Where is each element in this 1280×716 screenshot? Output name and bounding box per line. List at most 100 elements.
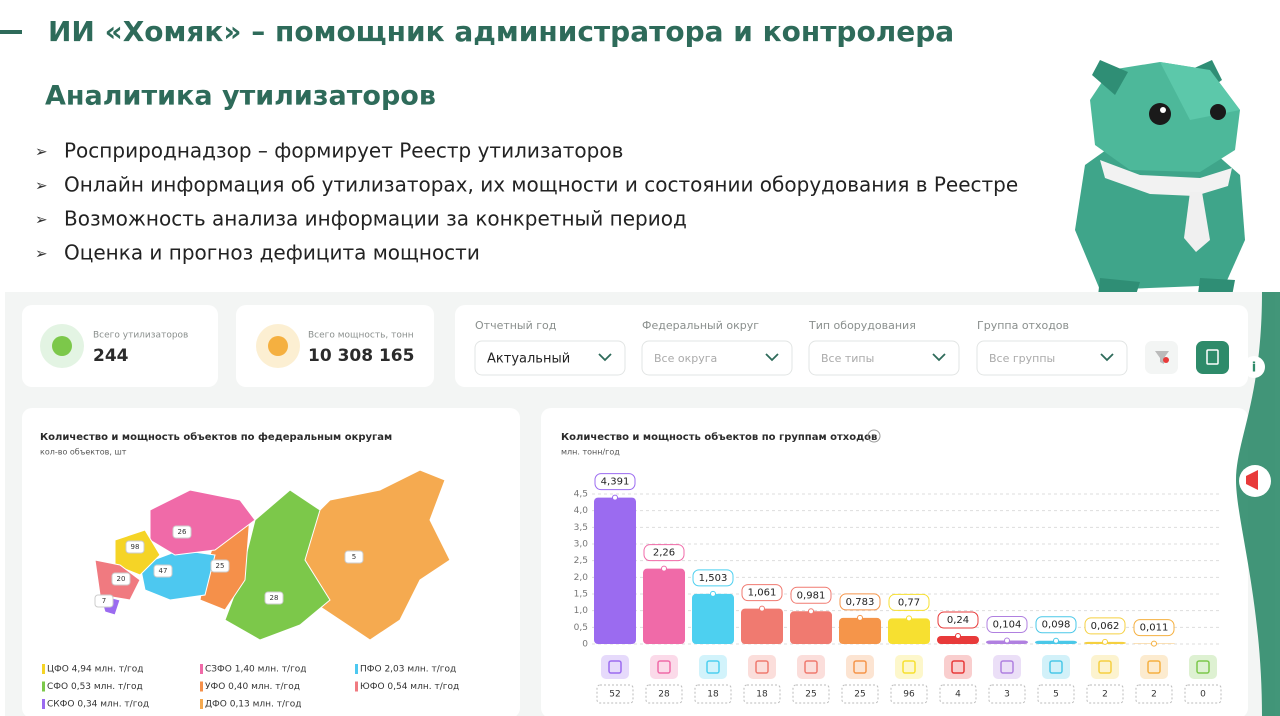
count-label: 5 [1053,690,1059,700]
count-label: 2 [1102,690,1108,700]
legend-swatch [42,664,45,674]
count-label: 28 [658,690,670,700]
filter-dropdown[interactable] [474,340,626,376]
filter-label: Тип оборудования [808,319,916,332]
value-label: 4,391 [601,477,630,488]
legend-text: СФО 0,53 млн. т/год [47,682,143,692]
value-badge [741,584,783,602]
category-glyph [1147,660,1161,674]
count-box [1135,684,1173,704]
count-box [841,684,879,704]
bullet-text: Оценка и прогноз дефицита мощности [64,241,480,265]
legend-text: ПФО 2,03 млн. т/год [360,665,456,675]
category-icon[interactable] [846,655,874,679]
legend-swatch [200,699,203,709]
bullet-text: Онлайн информация об утилизаторах, их мо… [64,173,1018,197]
slide-subtitle: Аналитика утилизаторов [45,81,436,112]
value-badge [1035,616,1077,634]
legend-swatch [42,681,45,692]
map-region[interactable] [224,489,331,641]
value-label: 0,098 [1042,620,1071,631]
count-box [596,684,634,704]
category-icon[interactable] [895,655,923,679]
region-badge [153,564,173,578]
category-icon[interactable] [1091,655,1119,679]
category-icon[interactable] [601,655,629,679]
count-label: 25 [854,690,865,700]
bullet-marker: ➢ [35,177,48,195]
count-label: 2 [1151,690,1157,700]
bar-dot [955,633,961,639]
slide-title: ИИ «Хомяк» – помощник администратора и к… [48,15,954,48]
bar [594,497,636,644]
category-icon[interactable] [748,655,776,679]
count-box [743,684,781,704]
region-count: 5 [352,553,356,561]
value-badge [1133,619,1175,637]
bar-dot [1151,640,1157,647]
category-icon[interactable] [699,655,727,679]
legend-swatch [42,699,45,709]
count-box [890,684,928,704]
bullet-marker: ➢ [35,211,48,229]
category-glyph [755,660,769,674]
map-region[interactable] [149,489,256,556]
map-subtitle: кол-во объектов, шт [40,448,127,457]
category-icon[interactable] [944,655,972,679]
filter-dropdown[interactable] [808,340,960,376]
info-icon[interactable] [867,429,881,443]
bullet-marker: ➢ [35,143,48,161]
filter-label: Группа отходов [977,319,1069,332]
category-icon[interactable] [993,655,1021,679]
region-badge [94,594,114,608]
y-tick-label: 4,5 [574,490,588,500]
bar [790,611,832,644]
value-badge [790,586,832,604]
region-badge [111,572,131,586]
filter-dropdown[interactable] [976,340,1128,376]
filter-icon [1163,357,1169,363]
category-icon[interactable] [650,655,678,679]
side-tab [1236,292,1280,716]
category-glyph [657,660,671,674]
category-icon[interactable] [1042,655,1070,679]
legend-swatch [355,664,358,674]
dropdown-chevron [598,353,612,362]
count-label: 0 [1200,690,1206,700]
category-glyph [902,660,916,674]
value-badge [643,544,685,562]
count-box [694,684,732,704]
count-box [939,684,977,704]
count-label: 25 [805,690,816,700]
bar-dot [612,494,618,501]
legend-text: ЦФО 4,94 млн. т/год [47,665,143,675]
value-badge [1084,617,1126,635]
info-icon: i [1252,361,1256,376]
count-box [1037,684,1075,704]
filter-label: Федеральный округ [642,319,759,332]
info-button[interactable] [1243,356,1265,378]
value-badge [839,593,881,611]
region-count: 98 [131,543,140,551]
category-icon[interactable] [797,655,825,679]
region-count: 26 [178,528,187,536]
bar [692,593,734,644]
count-box [1184,684,1222,704]
export-button[interactable] [1196,341,1229,374]
category-icon[interactable] [1189,655,1217,679]
bar-dot [1102,638,1108,645]
filter-dropdown[interactable] [641,340,793,376]
category-icon[interactable] [1140,655,1168,679]
bar-dot [710,590,716,597]
count-label: 18 [756,690,768,700]
value-label: 0,24 [947,615,969,626]
category-glyph [1196,660,1210,674]
count-label: 52 [609,690,620,700]
value-badge [692,569,734,587]
legend-text: СКФО 0,34 млн. т/год [47,700,149,710]
value-label: 2,26 [653,548,675,559]
hamster-illustration [1075,60,1245,298]
region-badge [210,559,230,573]
